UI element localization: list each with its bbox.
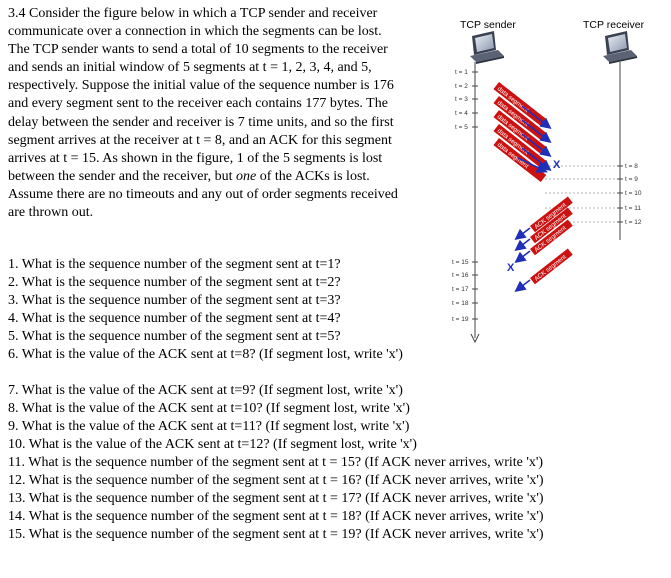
problem-intro-but: but [214,168,236,184]
question-7: 7. What is the value of the ACK sent at … [8,383,403,398]
question-12: 12. What is the sequence number of the s… [8,473,544,488]
sender-time-1: t = 1 [455,69,468,76]
lost-segment-mark: X [553,159,561,171]
sender-time-19: t = 19 [452,316,469,323]
question-8: 8. What is the value of the ACK sent at … [8,401,410,416]
problem-intro-rest: of the ACKs is lost. Assume there are no… [8,168,398,221]
lost-ack-mark: X [507,262,515,274]
sender-time-16: t = 16 [452,272,469,279]
receiver-label: TCP receiver [583,19,645,31]
problem-intro-emphasis: one [236,168,257,184]
question-11: 11. What is the sequence number of the s… [8,455,544,470]
receiver-time-11: t = 11 [625,205,641,212]
receiver-time-8: t = 8 [625,163,638,170]
problem-intro: 3.4 Consider the figure below in which a… [8,5,403,222]
svg-text:ACK segment: ACK segment [533,254,568,283]
sender-time-18: t = 18 [452,300,469,307]
question-9: 9. What is the value of the ACK sent at … [8,419,410,434]
sender-time-2: t = 2 [455,83,468,90]
problem-intro-text: 3.4 Consider the figure below in which a… [8,6,394,184]
question-10: 10. What is the value of the ACK sent at… [8,437,417,452]
question-3: 3. What is the sequence number of the se… [8,293,341,308]
question-15: 15. What is the sequence number of the s… [8,527,544,542]
question-2: 2. What is the sequence number of the se… [8,275,341,290]
sender-time-17: t = 17 [452,286,469,293]
question-5: 5. What is the sequence number of the se… [8,329,341,344]
sender-label: TCP sender [460,19,516,31]
receiver-time-9: t = 9 [625,176,638,183]
question-1: 1. What is the sequence number of the se… [8,257,341,272]
sender-tick-labels: t = 1 t = 2 t = 3 t = 4 t = 5 [455,69,478,131]
sender-ack-tick-labels: t = 15 t = 16 t = 17 t = 18 t = 19 [452,259,478,323]
sender-time-5: t = 5 [455,124,468,131]
sender-time-3: t = 3 [455,96,468,103]
receiver-time-12: t = 12 [625,219,642,226]
question-4: 4. What is the sequence number of the se… [8,311,341,326]
tcp-timeline-figure: TCP sender TCP receiver t = 1 t = 2 t = … [452,19,645,344]
question-13: 13. What is the sequence number of the s… [8,491,544,506]
question-14: 14. What is the sequence number of the s… [8,509,544,524]
receiver-time-10: t = 10 [625,190,642,197]
data-segments: data segment data segment data segment d… [493,82,561,183]
receiver-tick-labels: t = 8 t = 9 t = 10 t = 11 t = 12 [617,163,642,226]
ack-segments: ACK segment ACK segment ACK segment ACK … [507,196,573,292]
question-6: 6. What is the value of the ACK sent at … [8,347,403,362]
sender-time-4: t = 4 [455,110,468,117]
sender-time-15: t = 15 [452,259,469,266]
sender-computer-icon [470,31,504,64]
receiver-computer-icon [603,31,637,64]
